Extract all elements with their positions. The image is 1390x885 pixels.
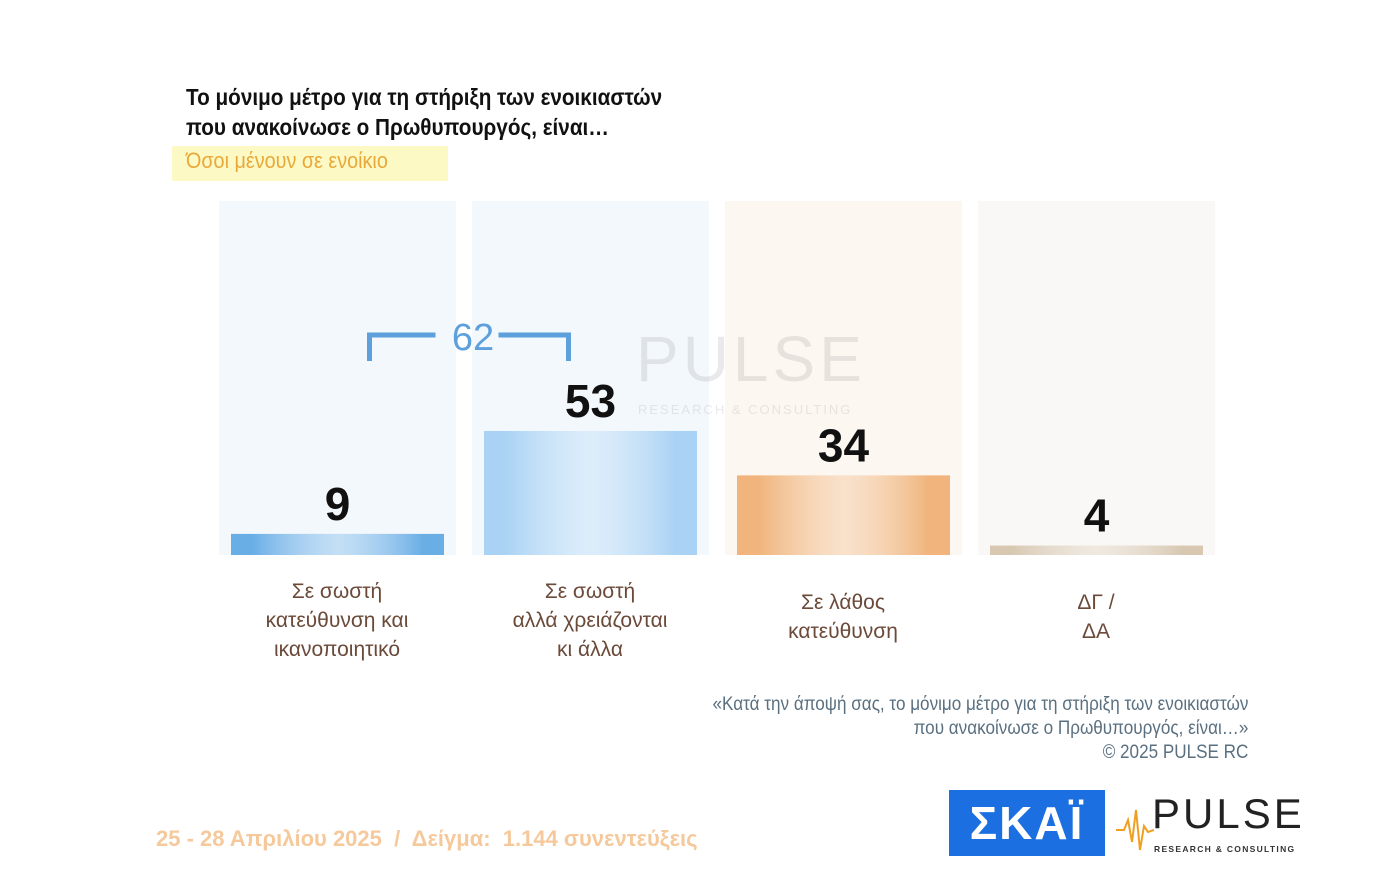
category-label-line: αλλά χρειάζονται [512,609,668,632]
category-label: Σε λάθος κατεύθυνση [725,588,961,646]
watermark-subtext: RESEARCH & CONSULTING [638,402,853,417]
bar-value-label: 4 [1084,490,1110,542]
category-label-line: Σε λάθος [801,591,885,614]
bar [737,475,950,555]
category-label-line: κι άλλα [557,638,623,661]
category-label: ΔΓ / ΔΑ [978,588,1214,646]
watermark-text: PULSE [636,323,866,395]
category-label-line: ικανοποιητικό [273,638,401,661]
category-label-line: κατεύθυνση και [265,609,409,632]
bracket-right [498,332,571,361]
category-label-line: Σε σωστή [544,580,636,603]
title-line-1: Το μόνιμο μέτρο για τη στήριξη των ενοικ… [186,84,663,110]
pulse-logo-subtitle: RESEARCH & CONSULTING [1154,844,1296,854]
pulse-wave-icon [1116,809,1154,851]
subtitle-highlight [172,146,448,181]
chart-panel [219,201,456,555]
category-label-line: κατεύθυνση [788,620,898,643]
chart-title: Το μόνιμο μέτρο για τη στήριξη των ενοικ… [186,82,744,142]
bar-value-label: 53 [565,375,616,427]
category-label-line: ΔΓ / [1077,591,1115,614]
bar [990,545,1203,555]
category-label-line: Σε σωστή [291,580,383,603]
category-label-line: ΔΑ [1081,620,1111,643]
bar [231,533,444,555]
copyright-line: © 2025 PULSE RC [1102,742,1248,763]
skai-logo: ΣΚΑΪ [949,790,1105,856]
category-label: Σε σωστή κατεύθυνση και ικανοποιητικό [219,577,455,664]
question-note: «Κατά την άποψή σας, το μόνιμο μέτρο για… [653,693,1248,765]
bar-value-label: 34 [818,419,870,471]
question-line-2: που ανακοίνωσε ο Πρωθυπουργός, είναι…» [913,718,1248,739]
bracket-total-label: 62 [452,317,494,359]
chart-subtitle: Όσοι μένουν σε ενοίκιο [186,148,388,173]
category-label: Σε σωστή αλλά χρειάζονται κι άλλα [472,577,708,664]
bar [484,430,697,555]
pulse-logo-name: PULSE [1152,790,1305,837]
pulse-logo: PULSE RESEARCH & CONSULTING [1114,790,1304,856]
title-line-2: που ανακοίνωσε ο Πρωθυπουργός, είναι… [186,114,609,140]
bar-value-label: 9 [325,478,351,530]
survey-footer: 25 - 28 Απριλίου 2025 / Δείγμα: 1.144 συ… [156,826,698,851]
chart-panel [978,201,1215,555]
pulse-watermark: PULSE RESEARCH & CONSULTING [612,322,872,422]
bracket-left [367,332,436,361]
question-line-1: «Κατά την άποψή σας, το μόνιμο μέτρο για… [712,694,1248,715]
